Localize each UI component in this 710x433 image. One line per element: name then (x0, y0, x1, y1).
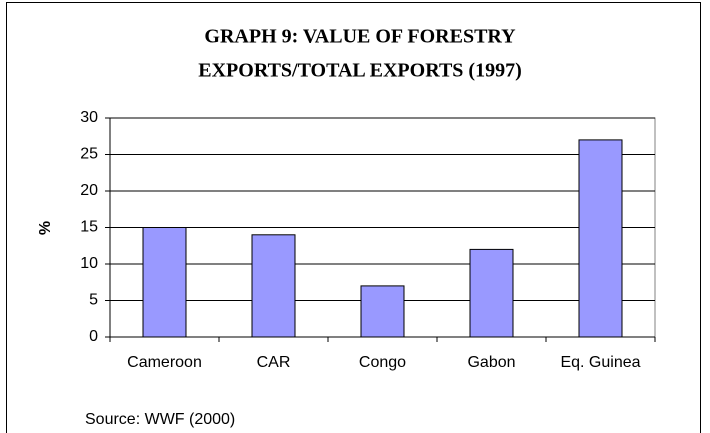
bar (251, 234, 296, 338)
chart-title: GRAPH 9: VALUE OF FORESTRY (204, 26, 516, 48)
chart-frame (6, 2, 701, 433)
bar (469, 248, 514, 338)
y-tick-label: 15 (80, 219, 98, 236)
x-tick-label: Congo (359, 354, 406, 371)
x-tick-label: Gabon (467, 354, 515, 371)
y-tick-label: 5 (89, 292, 98, 309)
x-tick-label: Eq. Guinea (560, 354, 640, 371)
y-tick-label: 0 (89, 328, 98, 345)
chart-title: EXPORTS/TOTAL EXPORTS (1997) (198, 60, 521, 82)
bar (360, 285, 405, 338)
y-tick-label: 20 (80, 182, 98, 199)
y-tick-label: 30 (80, 109, 98, 126)
x-tick-label: CAR (257, 354, 291, 371)
source-note: Source: WWF (2000) (85, 411, 235, 428)
y-axis-label: % (37, 221, 54, 235)
bar (578, 139, 623, 338)
y-tick-label: 10 (80, 255, 98, 272)
bar (142, 227, 187, 338)
x-tick-label: Cameroon (127, 354, 202, 371)
y-tick-label: 25 (80, 146, 98, 163)
